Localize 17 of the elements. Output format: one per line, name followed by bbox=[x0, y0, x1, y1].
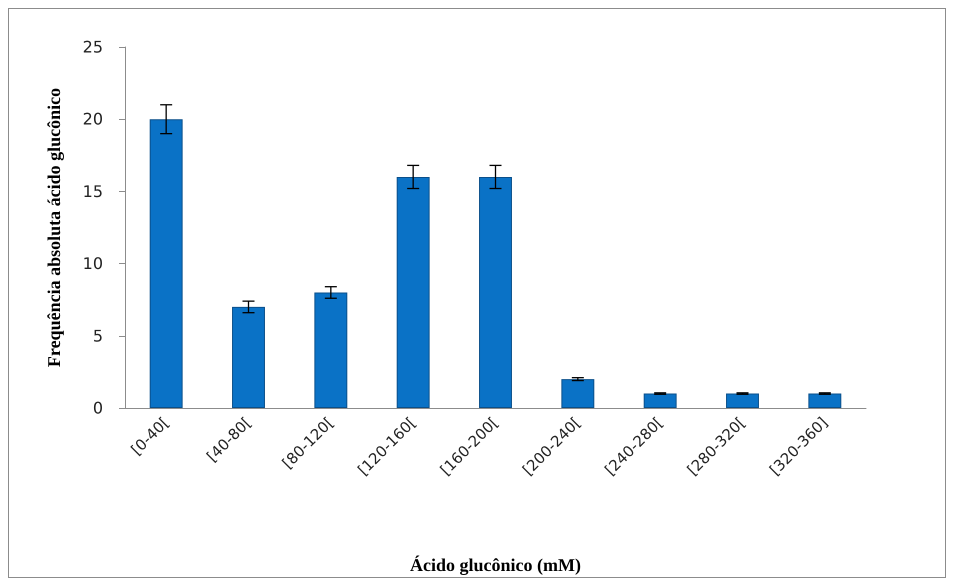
bar bbox=[726, 394, 759, 408]
y-tick-label: 0 bbox=[92, 398, 103, 418]
bar bbox=[808, 394, 842, 408]
y-tick-label: 15 bbox=[82, 182, 103, 201]
y-tick-label: 25 bbox=[82, 38, 103, 56]
bar bbox=[561, 379, 594, 408]
y-axis-title: Frequência absoluta ácido glucônico bbox=[44, 88, 64, 368]
bar bbox=[232, 306, 265, 408]
bar bbox=[314, 292, 348, 408]
y-tick-label: 20 bbox=[82, 110, 103, 129]
x-axis-title: Ácido glucônico (mM) bbox=[410, 555, 581, 575]
bar bbox=[479, 176, 512, 408]
bar bbox=[644, 394, 677, 408]
y-tick-label: 10 bbox=[82, 254, 103, 274]
bar bbox=[150, 119, 183, 408]
y-tick-label: 5 bbox=[92, 326, 103, 346]
bar bbox=[396, 176, 430, 408]
